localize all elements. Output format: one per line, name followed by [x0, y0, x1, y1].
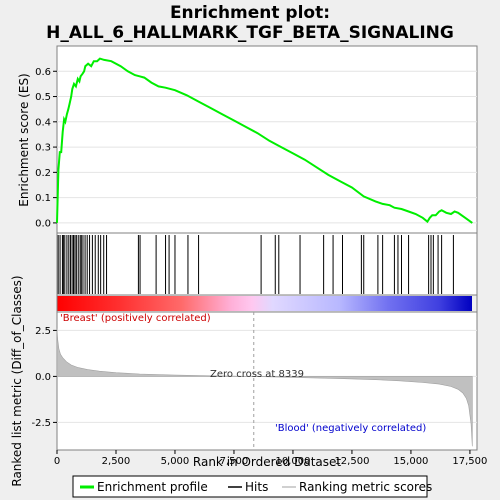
enrichment-y-ticks: 0.0 0.1 0.2 0.3 0.4 0.5 0.6 [35, 67, 57, 229]
es-tick-label: 0.1 [35, 193, 51, 204]
chart-title-line2: H_ALL_6_HALLMARK_TGF_BETA_SIGNALING [46, 23, 454, 43]
zero-cross-label: Zero cross at 8339 [210, 369, 304, 380]
x-tick-label: 2,500 [102, 456, 131, 467]
x-tick-label: 17,500 [452, 456, 487, 467]
x-tick-label: 10,000 [275, 456, 310, 467]
es-tick-label: 0.5 [35, 92, 51, 103]
chart-title-line1: Enrichment plot: [170, 3, 330, 23]
legend-box [72, 475, 428, 498]
x-tick-label: 7,500 [220, 456, 249, 467]
hit-lines [57, 235, 454, 294]
x-tick-label: 12,500 [334, 456, 369, 467]
ranked-y-axis-label: Ranked list metric (Diff_of_Classes) [10, 275, 24, 486]
es-tick-label: 0.4 [35, 117, 51, 128]
positive-correlation-label: 'Breast' (positively correlated) [60, 313, 211, 324]
ranking-metric-area [56, 328, 473, 447]
x-tick-label: 15,000 [393, 456, 428, 467]
ranked-y-ticks: 2.5 0.0 -2.5 [31, 326, 57, 429]
legend-enrichment-label: Enrichment profile [97, 480, 208, 494]
x-tick-label: 0 [54, 456, 60, 467]
ranked-tick-label: -2.5 [31, 418, 51, 429]
legend-ranking-label: Ranking metric scores [299, 480, 432, 494]
x-tick-label: 5,000 [161, 456, 190, 467]
legend-hits-label: Hits [245, 480, 268, 494]
rank-gradient-bar [57, 296, 472, 311]
es-tick-label: 0.0 [35, 218, 51, 229]
x-axis-ticks: 0 2,500 5,000 7,500 10,000 12,500 15,000 17,500 [54, 450, 487, 467]
enrichment-y-axis-label: Enrichment score (ES) [17, 73, 31, 206]
x-axis-label: Rank in Ordered Dataset [193, 455, 341, 469]
enrichment-grid [57, 70, 477, 224]
negative-correlation-label: 'Blood' (negatively correlated) [275, 423, 426, 434]
ranked-tick-label: 2.5 [35, 326, 51, 337]
es-tick-label: 0.3 [35, 143, 51, 154]
hits-panel-frame [56, 232, 478, 296]
es-tick-label: 0.2 [35, 168, 51, 179]
enrichment-profile-line [56, 57, 473, 224]
es-tick-label: 0.6 [35, 67, 51, 78]
ranked-tick-label: 0.0 [35, 372, 51, 383]
